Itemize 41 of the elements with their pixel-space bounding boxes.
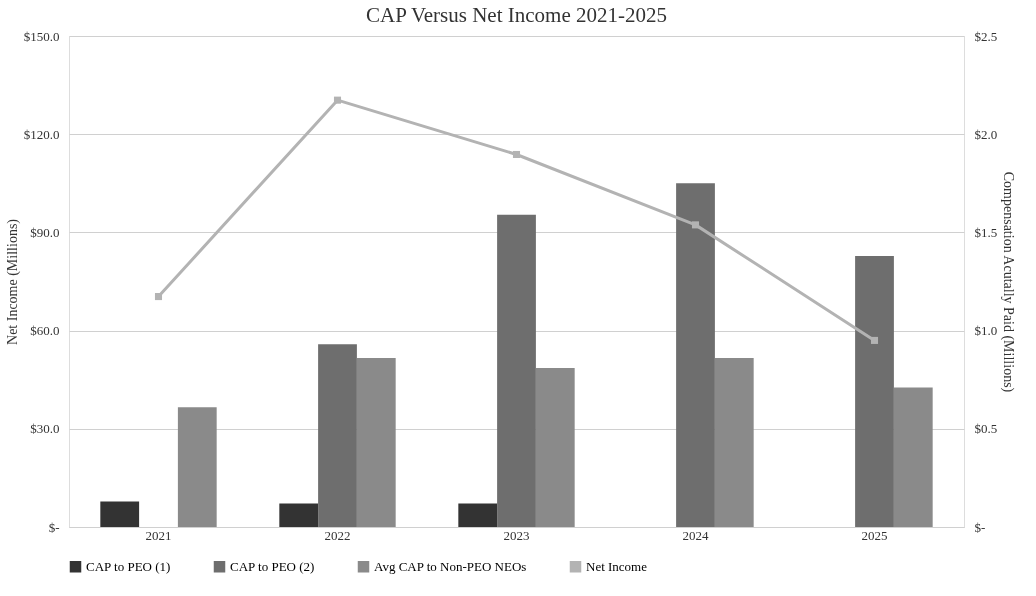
y2-tick-label: $2.5	[974, 28, 998, 44]
bar	[497, 214, 536, 527]
y-tick-label: $90.0	[30, 224, 60, 240]
point	[512, 150, 521, 159]
point	[333, 96, 342, 104]
bar	[535, 367, 575, 527]
y2-axis-title: Compensation Acutally Paid (Millions)	[1000, 171, 1017, 393]
bar	[279, 503, 319, 527]
bar	[893, 387, 933, 527]
legend-label: CAP to PEO (1)	[86, 558, 171, 574]
bar	[676, 183, 715, 527]
x-tick-label: 2022	[324, 527, 351, 543]
bar	[458, 503, 498, 527]
y-tick-label: $150.0	[23, 28, 60, 44]
point	[154, 293, 163, 301]
y2-tick-label: $2.0	[974, 126, 998, 142]
y-axis-title: Net Income (Millions)	[4, 218, 21, 345]
y-tick-label: $60.0	[30, 323, 60, 339]
y-tick-label: $-	[48, 519, 60, 535]
point	[691, 221, 700, 229]
bar	[714, 358, 754, 527]
y2-tick-label: $0.5	[974, 421, 998, 437]
x-tick-label: 2021	[145, 527, 172, 543]
bar	[100, 501, 140, 527]
x-tick-label: 2023	[503, 527, 530, 543]
chart-title: CAP Versus Net Income 2021-2025	[366, 3, 667, 27]
bar	[177, 407, 217, 527]
y2-tick-label: $1.5	[974, 224, 998, 240]
y2-tick-label: $-	[974, 519, 986, 535]
y-tick-label: $30.0	[30, 421, 60, 437]
y-tick-label: $120.0	[23, 126, 60, 142]
bar	[855, 255, 894, 527]
x-tick-label: 2025	[861, 527, 888, 543]
y2-tick-label: $1.0	[974, 323, 998, 339]
x-tick-label: 2024	[682, 527, 709, 543]
legend-label: Net Income	[586, 558, 648, 574]
bar	[318, 344, 357, 527]
legend-label: Avg CAP to Non-PEO NEOs	[374, 558, 527, 574]
bar	[356, 358, 396, 527]
point	[870, 336, 879, 344]
legend-label: CAP to PEO (2)	[230, 558, 315, 574]
